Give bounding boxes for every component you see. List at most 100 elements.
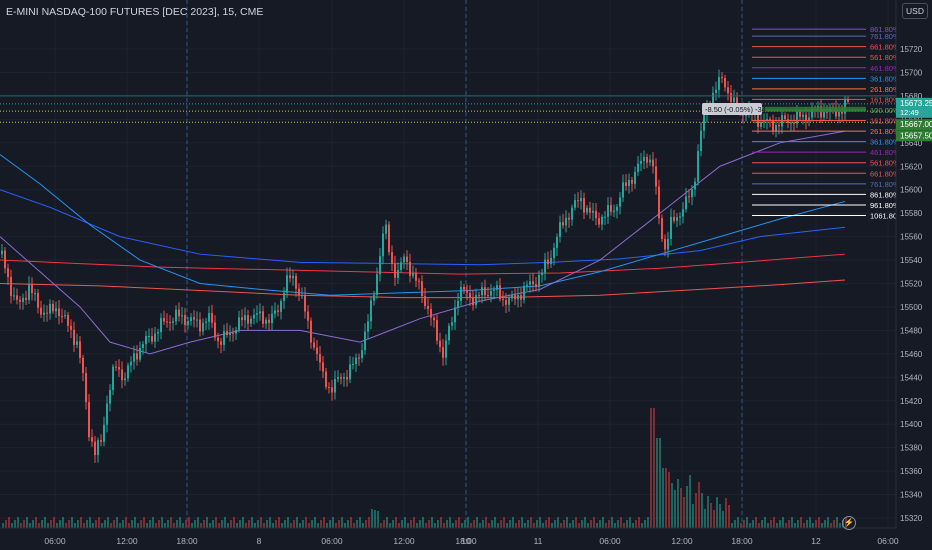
candle-body — [457, 300, 459, 308]
lightning-icon[interactable]: ⚡ — [842, 516, 856, 530]
volume-bar — [185, 520, 187, 528]
candle-body — [808, 117, 810, 122]
candle-body — [499, 285, 501, 300]
candle-body — [79, 341, 81, 358]
candle-body — [535, 284, 537, 288]
candle-body — [448, 325, 450, 341]
volume-bar — [74, 523, 76, 528]
candle-body — [541, 272, 543, 276]
candle-body — [151, 336, 153, 342]
currency-button[interactable]: USD — [902, 3, 928, 19]
candle-body — [610, 205, 612, 212]
volume-bar — [266, 520, 268, 528]
volume-bar — [494, 517, 496, 528]
volume-bar — [365, 520, 367, 528]
volume-bar — [521, 517, 523, 528]
measure-tooltip-text: -8.50 (-0.05%) -34 — [705, 105, 766, 114]
volume-bar — [14, 520, 16, 528]
volume-bar — [326, 523, 328, 528]
volume-bar — [206, 517, 208, 528]
chart-title: E-MINI NASDAQ-100 FUTURES [DEC 2023], 15… — [6, 6, 264, 18]
candle-body — [76, 341, 78, 345]
candle-body — [310, 320, 312, 343]
volume-bar — [242, 517, 244, 528]
candle-body — [589, 207, 591, 213]
candle-body — [568, 217, 570, 220]
candle-body — [370, 300, 372, 322]
volume-bar — [554, 520, 556, 528]
time-tick-label: 06:00 — [599, 536, 621, 546]
volume-bar — [500, 520, 502, 528]
volume-bar — [203, 520, 205, 528]
volume-bar — [425, 523, 427, 528]
candle-body — [82, 357, 84, 374]
price-tick-label: 15360 — [900, 467, 923, 476]
volume-bar — [455, 520, 457, 528]
candle-body — [187, 321, 189, 325]
candle-body — [670, 216, 672, 240]
volume-bar — [653, 408, 655, 528]
candle-body — [667, 239, 669, 250]
volume-bar — [743, 520, 745, 528]
candle-body — [355, 357, 357, 364]
candle-body — [811, 108, 813, 118]
candle-body — [13, 295, 15, 297]
volume-bar — [188, 517, 190, 528]
volume-bar — [239, 520, 241, 528]
volume-bar — [656, 438, 658, 528]
volume-bar — [170, 517, 172, 528]
candle-body — [433, 317, 435, 321]
volume-bar — [569, 523, 571, 528]
candle-body — [118, 367, 120, 370]
candle-body — [655, 166, 657, 187]
candle-body — [694, 181, 696, 190]
volume-bar — [167, 520, 169, 528]
volume-bar — [806, 520, 808, 528]
candle-body — [577, 200, 579, 202]
candle-body — [703, 115, 705, 131]
volume-bar — [434, 523, 436, 528]
candle-body — [604, 216, 606, 218]
volume-bar — [791, 517, 793, 528]
candle-body — [649, 159, 651, 163]
volume-bar — [329, 520, 331, 528]
candle-body — [496, 285, 498, 290]
price-tick-label: 15560 — [900, 233, 923, 242]
candle-body — [634, 171, 636, 184]
candle-body — [217, 337, 219, 342]
volume-bar — [257, 520, 259, 528]
volume-bar — [56, 523, 58, 528]
volume-bar — [8, 517, 10, 528]
candle-body — [253, 314, 255, 319]
candle-body — [286, 275, 288, 293]
volume-bar — [755, 517, 757, 528]
volume-bar — [620, 517, 622, 528]
candle-body — [628, 179, 630, 186]
price-tick-label: 15460 — [900, 350, 923, 359]
candle-body — [550, 257, 552, 264]
volume-bar — [137, 523, 139, 528]
candle-body — [532, 281, 534, 285]
candle-body — [451, 322, 453, 326]
volume-bar — [77, 520, 79, 528]
candle-body — [64, 314, 66, 317]
candle-body — [223, 331, 225, 345]
price-tick-label: 15600 — [900, 186, 923, 195]
fib-label: 761.80% — [870, 32, 900, 41]
volume-bar — [98, 517, 100, 528]
volume-bar — [728, 505, 730, 528]
volume-bar — [800, 517, 802, 528]
candle-body — [301, 295, 303, 297]
volume-bar — [290, 523, 292, 528]
candle-body — [562, 222, 564, 226]
candle-body — [700, 130, 702, 152]
volume-bar — [428, 520, 430, 528]
candle-body — [334, 378, 336, 393]
price-tick-label: 15380 — [900, 444, 923, 453]
volume-bar — [482, 520, 484, 528]
volume-bar — [59, 520, 61, 528]
candle-body — [763, 121, 765, 123]
candle-body — [127, 365, 129, 379]
volume-bar — [761, 520, 763, 528]
